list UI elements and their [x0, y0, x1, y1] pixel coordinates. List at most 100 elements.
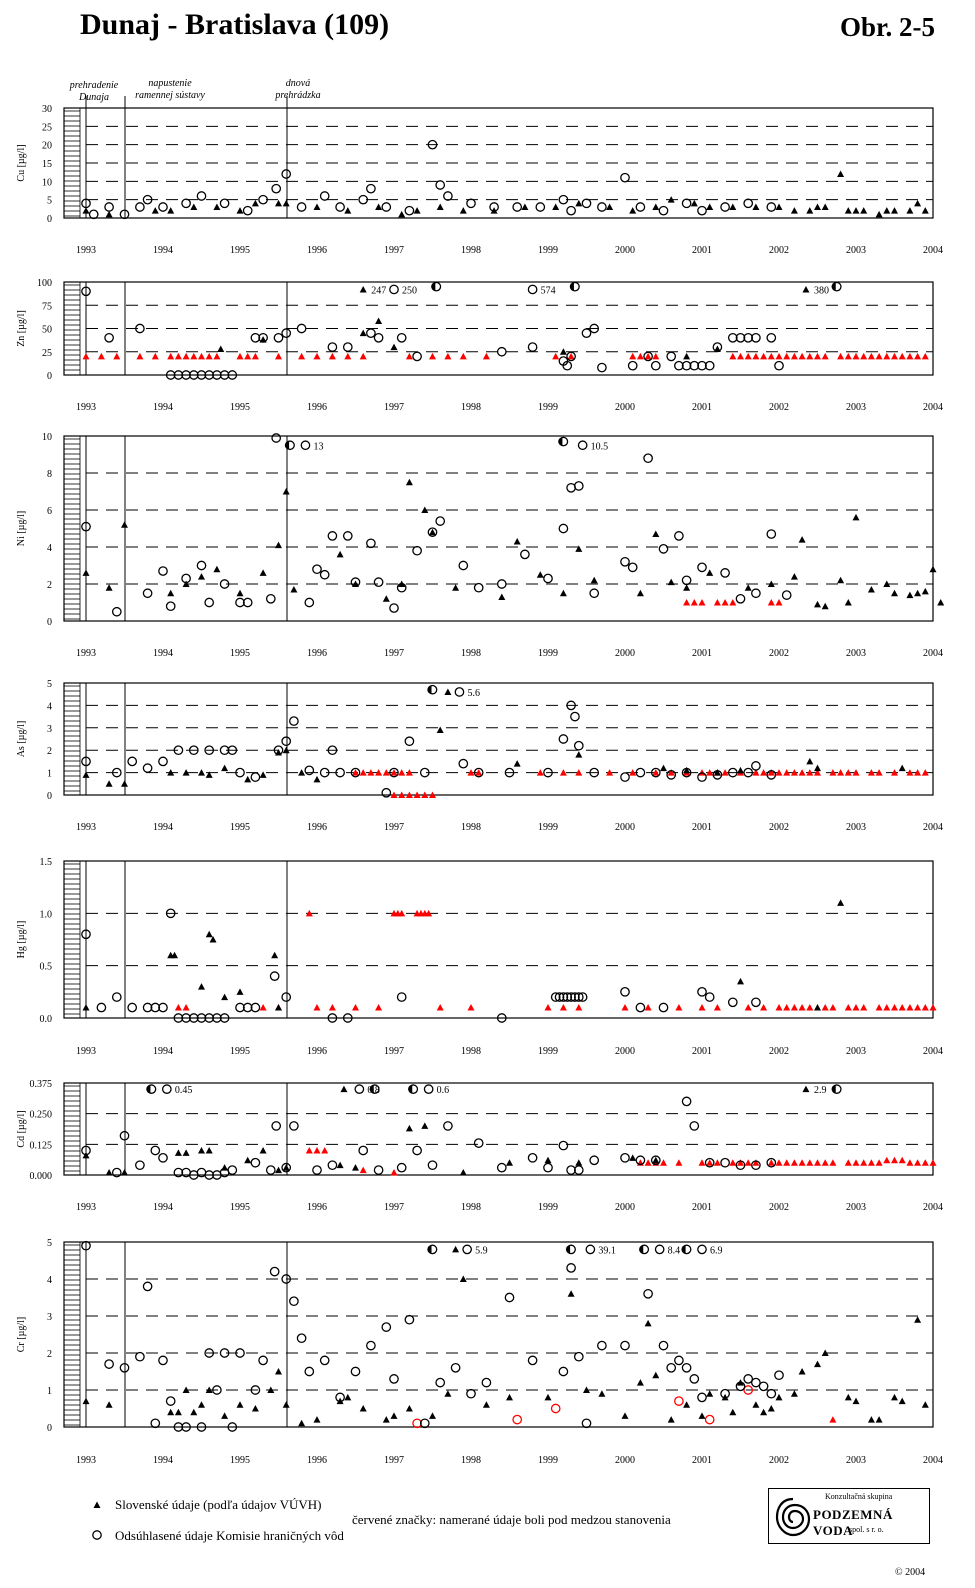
data-point-circle	[704, 992, 715, 1002]
data-point-circle	[188, 1013, 199, 1023]
data-point-circle	[620, 1340, 630, 1351]
data-point-triangle	[852, 1004, 860, 1011]
data-point-circle	[81, 1145, 91, 1156]
data-point-circle	[758, 1381, 769, 1392]
offscale-circle	[354, 1084, 365, 1094]
data-point-circle	[751, 1160, 761, 1171]
data-point-circle	[751, 1377, 761, 1388]
x-tick-label: 2004	[923, 648, 943, 659]
data-point-triangle	[706, 1159, 714, 1166]
y-tick-label: 25	[42, 122, 52, 133]
x-tick-label: 1998	[461, 822, 481, 833]
data-point-circle	[366, 1340, 376, 1351]
data-point-triangle	[121, 780, 128, 787]
offscale-half-marker-fill	[431, 282, 436, 291]
copyright: © 2004	[895, 1567, 926, 1578]
data-point-circle	[573, 1165, 584, 1175]
data-point-triangle	[429, 352, 436, 360]
data-point-triangle	[321, 1146, 329, 1154]
data-point-triangle	[359, 1166, 367, 1174]
data-point-circle	[119, 1362, 130, 1373]
data-point-circle	[281, 992, 292, 1002]
data-point-triangle	[906, 769, 914, 776]
data-point-circle	[196, 560, 207, 571]
x-tick-label: 1994	[153, 822, 173, 833]
data-point-circle	[327, 531, 338, 541]
y-tick-label: 2	[47, 580, 52, 591]
data-point-triangle	[167, 1408, 175, 1416]
data-point-triangle	[552, 203, 560, 210]
data-point-triangle	[837, 769, 845, 776]
data-point-triangle	[706, 1390, 714, 1397]
data-point-circle	[577, 992, 588, 1002]
data-point-triangle	[752, 1401, 760, 1408]
data-point-triangle	[898, 352, 906, 360]
x-tick-label: 1999	[538, 402, 558, 413]
data-point-circle	[743, 767, 754, 778]
data-point-triangle	[644, 1319, 652, 1327]
data-point-circle	[558, 734, 569, 744]
data-point-triangle	[328, 1004, 336, 1011]
data-point-triangle	[213, 203, 221, 210]
data-point-circle	[111, 767, 122, 778]
data-point-circle	[674, 1355, 684, 1366]
data-point-triangle	[914, 1004, 922, 1011]
data-point-triangle	[698, 1412, 706, 1419]
data-point-circle	[242, 597, 253, 608]
data-point-circle	[751, 588, 761, 599]
data-point-circle	[727, 997, 738, 1008]
y-tick-label: 0.000	[30, 1171, 53, 1182]
data-point-triangle	[790, 573, 798, 580]
data-point-triangle	[205, 771, 213, 778]
data-point-triangle	[82, 569, 90, 576]
x-tick-label: 1994	[153, 245, 173, 256]
x-tick-label: 1998	[461, 1046, 481, 1057]
data-point-triangle	[929, 565, 937, 573]
data-point-triangle	[221, 1412, 229, 1419]
data-point-circle	[242, 205, 253, 216]
x-tick-label: 2004	[923, 1455, 943, 1466]
logo-swirl-icon	[775, 1497, 811, 1537]
data-point-triangle	[891, 1156, 898, 1164]
data-point-circle	[281, 1274, 292, 1284]
data-point-circle	[327, 1013, 338, 1023]
annotation-2-line-1: prehrádzka	[274, 90, 320, 101]
data-point-triangle	[898, 1004, 906, 1011]
data-point-triangle	[275, 1368, 282, 1375]
data-point-triangle	[236, 1401, 244, 1408]
data-point-circle	[173, 1167, 184, 1178]
offscale-value-label: 6.9	[710, 1245, 723, 1256]
data-point-circle	[389, 1374, 399, 1384]
offscale-half-marker-fill	[639, 1245, 644, 1254]
x-tick-label: 1995	[230, 1455, 250, 1466]
data-point-circle	[435, 516, 446, 526]
data-point-triangle	[552, 352, 560, 360]
offscale-circle	[577, 440, 588, 451]
data-point-circle	[319, 767, 330, 778]
data-point-circle	[743, 1374, 754, 1384]
data-point-triangle	[921, 1004, 929, 1011]
x-tick-label: 1995	[230, 822, 250, 833]
data-point-circle	[427, 139, 438, 150]
data-point-triangle	[652, 1371, 660, 1379]
data-point-circle	[181, 198, 191, 209]
data-point-circle	[142, 1002, 153, 1013]
data-point-triangle	[367, 769, 375, 776]
data-point-circle	[119, 1130, 130, 1141]
y-tick-label: 100	[37, 278, 52, 289]
offscale-triangle	[802, 285, 810, 293]
x-tick-label: 1999	[538, 1455, 558, 1466]
data-point-triangle	[844, 352, 852, 360]
y-tick-label: 25	[42, 348, 52, 359]
data-point-circle	[550, 992, 561, 1002]
data-point-triangle	[760, 1408, 768, 1416]
offscale-circle	[454, 687, 465, 697]
legend-triangle-text: Slovenské údaje (podľa údajov VÚVH)	[115, 1497, 322, 1512]
data-point-circle	[396, 1162, 407, 1173]
data-point-triangle	[244, 352, 252, 360]
data-point-circle	[242, 1002, 253, 1013]
data-point-circle	[342, 342, 353, 352]
data-point-circle	[111, 606, 122, 617]
data-point-triangle	[151, 352, 159, 360]
data-point-triangle	[390, 1412, 398, 1419]
